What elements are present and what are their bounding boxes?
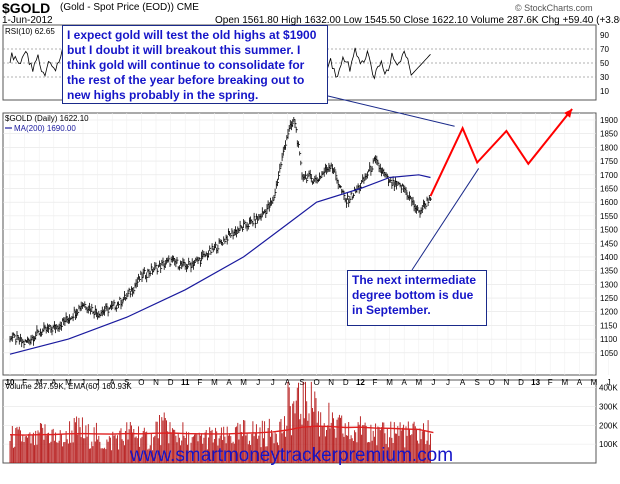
chart-date: 1-Jun-2012 <box>2 15 53 26</box>
x-axis-label: F <box>197 378 202 387</box>
price-tick-label: 1300 <box>600 280 618 289</box>
price-tick-label: 1750 <box>600 157 618 166</box>
ma200-line <box>9 174 431 355</box>
x-axis-label: O <box>138 378 144 387</box>
x-axis-label: F <box>373 378 378 387</box>
price-panel <box>2 112 597 376</box>
x-axis-label: O <box>313 378 319 387</box>
rsi-label: RSI(10) 62.65 <box>5 27 55 36</box>
x-axis-label: A <box>51 378 57 387</box>
price-tick-label: 1800 <box>600 143 618 152</box>
x-axis-label: N <box>328 378 334 387</box>
price-tick-label: 1850 <box>600 130 618 139</box>
rsi-tick-label: 50 <box>600 59 609 68</box>
price-tick-label: 1200 <box>600 308 618 317</box>
ma-series-label: MA(200) 1690.00 <box>14 124 76 133</box>
x-axis-label: J <box>431 378 435 387</box>
price-tick-label: 1900 <box>600 116 618 125</box>
projection-arrowhead <box>564 109 573 118</box>
x-axis-label: M <box>561 378 568 387</box>
rsi-tick-label: 30 <box>600 73 609 82</box>
x-axis-label: D <box>343 378 349 387</box>
instrument-name: (Gold - Spot Price (EOD)) CME <box>60 2 199 13</box>
x-axis-label: 13 <box>531 378 540 387</box>
projection-line <box>429 108 573 197</box>
rsi-tick-label: 10 <box>600 87 609 96</box>
forecast-note: I expect gold will test the old highs at… <box>62 25 328 104</box>
x-axis-label: S <box>124 378 129 387</box>
price-tick-label: 1250 <box>600 294 618 303</box>
x-axis-label: M <box>240 378 247 387</box>
price-series-label: $GOLD (Daily) 1622.10 <box>5 114 89 123</box>
volume-tick-label: 100K <box>599 440 618 449</box>
volume-bars <box>9 381 431 463</box>
volume-ema-line <box>9 425 434 436</box>
price-tick-label: 1650 <box>600 184 618 193</box>
x-axis-label: A <box>110 378 116 387</box>
bottom-note: The next intermediate degree bottom is d… <box>347 270 487 326</box>
x-axis-label: A <box>226 378 232 387</box>
volume-label: Volume 287.59K, EMA(60) 160.93K <box>5 382 132 391</box>
stockcharts-credit: © StockCharts.com <box>515 3 593 13</box>
x-axis-label: 10 <box>6 378 15 387</box>
x-axis-label: M <box>591 378 598 387</box>
x-axis-label: S <box>299 378 304 387</box>
x-axis-label: M <box>386 378 393 387</box>
x-axis-label: J <box>96 378 100 387</box>
price-tick-label: 1500 <box>600 226 618 235</box>
price-tick-label: 1550 <box>600 212 618 221</box>
price-tick-label: 1450 <box>600 239 618 248</box>
x-axis-label: S <box>475 378 480 387</box>
x-axis-label: O <box>489 378 495 387</box>
volume-tick-label: 400K <box>599 384 618 393</box>
x-axis-label: J <box>607 378 611 387</box>
top-note-pointer <box>327 95 455 127</box>
ohlc-readout: Open 1561.80 High 1632.00 Low 1545.50 Cl… <box>215 15 620 26</box>
x-axis-label: M <box>36 378 43 387</box>
price-tick-label: 1350 <box>600 267 618 276</box>
x-axis-label: D <box>518 378 524 387</box>
x-axis-label: J <box>256 378 260 387</box>
x-axis-label: F <box>22 378 27 387</box>
x-axis-label: M <box>65 378 72 387</box>
x-axis-label: 11 <box>181 378 190 387</box>
rsi-tick-label: 90 <box>600 31 609 40</box>
bottom-note-pointer <box>411 168 480 271</box>
price-tick-label: 1600 <box>600 198 618 207</box>
x-axis-label: J <box>271 378 275 387</box>
symbol-title: $GOLD <box>2 0 51 16</box>
x-axis-label: D <box>168 378 174 387</box>
x-axis-label: A <box>402 378 408 387</box>
volume-tick-label: 200K <box>599 421 618 430</box>
rsi-tick-label: 70 <box>600 45 609 54</box>
x-axis-label: N <box>153 378 159 387</box>
x-axis-label: 12 <box>356 378 365 387</box>
volume-tick-label: 300K <box>599 402 618 411</box>
price-tick-label: 1050 <box>600 349 618 358</box>
website-watermark: www.smartmoneytrackerpremium.com <box>130 445 454 466</box>
x-axis-label: N <box>504 378 510 387</box>
x-axis-label: M <box>211 378 218 387</box>
x-axis-label: J <box>446 378 450 387</box>
x-axis-label: A <box>577 378 583 387</box>
x-axis-label: M <box>415 378 422 387</box>
price-bars <box>9 117 432 349</box>
x-axis-label: F <box>548 378 553 387</box>
price-tick-label: 1400 <box>600 253 618 262</box>
x-axis-label: A <box>460 378 466 387</box>
x-axis-label: J <box>81 378 85 387</box>
price-tick-label: 1700 <box>600 171 618 180</box>
